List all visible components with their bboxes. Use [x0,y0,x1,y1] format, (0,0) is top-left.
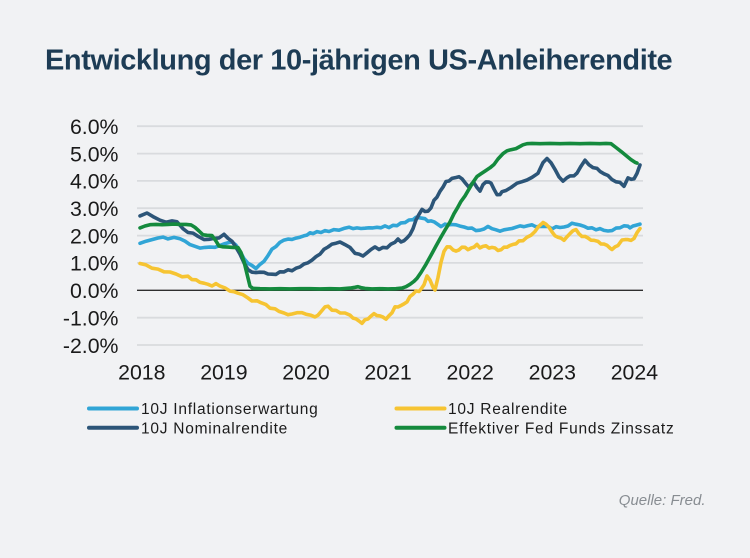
svg-text:5.0%: 5.0% [70,142,119,166]
svg-text:1.0%: 1.0% [70,252,119,276]
svg-text:6.0%: 6.0% [70,115,119,139]
svg-text:2023: 2023 [529,360,576,384]
svg-text:-2.0%: -2.0% [63,334,119,358]
svg-text:0.0%: 0.0% [70,279,119,303]
svg-text:2018: 2018 [118,360,165,384]
svg-text:Effektiver Fed Funds Zinssatz: Effektiver Fed Funds Zinssatz [448,420,675,437]
svg-text:3.0%: 3.0% [70,197,119,221]
svg-text:2020: 2020 [282,360,330,384]
svg-text:2.0%: 2.0% [70,224,119,248]
svg-text:2022: 2022 [447,360,494,384]
svg-text:4.0%: 4.0% [70,170,119,194]
svg-text:Quelle: Fred.: Quelle: Fred. [619,492,706,509]
svg-text:-1.0%: -1.0% [63,307,119,331]
svg-text:Entwicklung der 10-jährigen US: Entwicklung der 10-jährigen US-Anleihere… [45,45,673,77]
svg-text:2019: 2019 [200,360,247,384]
svg-text:2024: 2024 [611,360,659,384]
svg-text:10J Nominalrendite: 10J Nominalrendite [141,420,288,437]
svg-text:10J Realrendite: 10J Realrendite [448,401,568,418]
svg-text:2021: 2021 [364,360,411,384]
svg-text:10J Inflationserwartung: 10J Inflationserwartung [141,401,319,418]
